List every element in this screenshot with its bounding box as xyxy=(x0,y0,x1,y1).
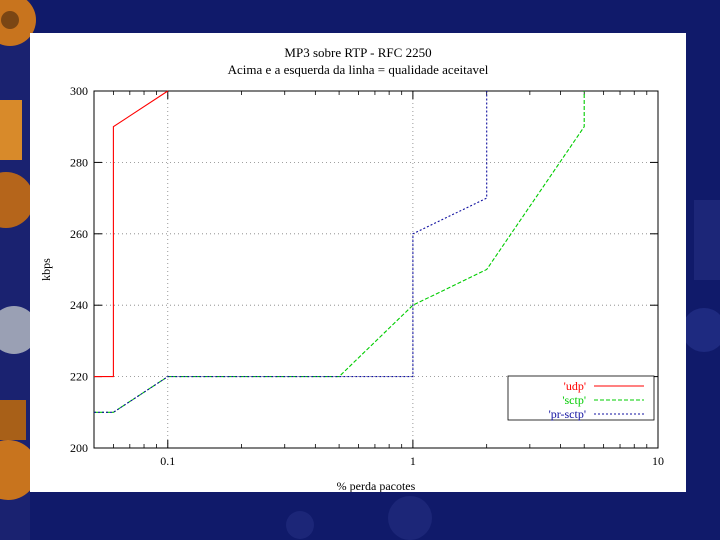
series-line-0 xyxy=(94,90,169,378)
x-axis-label: % perda pacotes xyxy=(337,479,416,492)
series-line-2 xyxy=(94,91,488,413)
y-tick-label-5: 300 xyxy=(70,84,88,98)
y-axis-label: kbps xyxy=(39,258,53,281)
plot-frame xyxy=(93,90,659,449)
legend-label-1: 'sctp' xyxy=(562,393,586,407)
x-tick-label-0: 0.1 xyxy=(160,454,175,468)
gear-decoration-bottom xyxy=(286,496,432,540)
gear-decoration-left xyxy=(0,0,38,540)
chart-panel: MP3 sobre RTP - RFC 2250 Acima e a esque… xyxy=(30,33,686,492)
x-tick-label-1: 1 xyxy=(410,454,416,468)
series-line-1 xyxy=(94,91,585,413)
legend-label-0: 'udp' xyxy=(564,379,586,393)
y-tick-label-4: 280 xyxy=(70,155,88,169)
chart-title: MP3 sobre RTP - RFC 2250 xyxy=(284,45,432,60)
x-tick-label-2: 10 xyxy=(652,454,664,468)
chart-subtitle: Acima e a esquerda da linha = qualidade … xyxy=(227,62,489,77)
y-tick-label-1: 220 xyxy=(70,370,88,384)
legend-label-2: 'pr-sctp' xyxy=(549,407,586,421)
y-tick-label-2: 240 xyxy=(70,298,88,312)
gear-decoration-right xyxy=(682,200,720,352)
y-tick-label-3: 260 xyxy=(70,227,88,241)
legend-box xyxy=(507,375,655,421)
y-tick-label-0: 200 xyxy=(70,441,88,455)
line-chart: 0.1 1 10 200 220 240 260 280 300 % perda pacotes k… xyxy=(39,84,664,492)
